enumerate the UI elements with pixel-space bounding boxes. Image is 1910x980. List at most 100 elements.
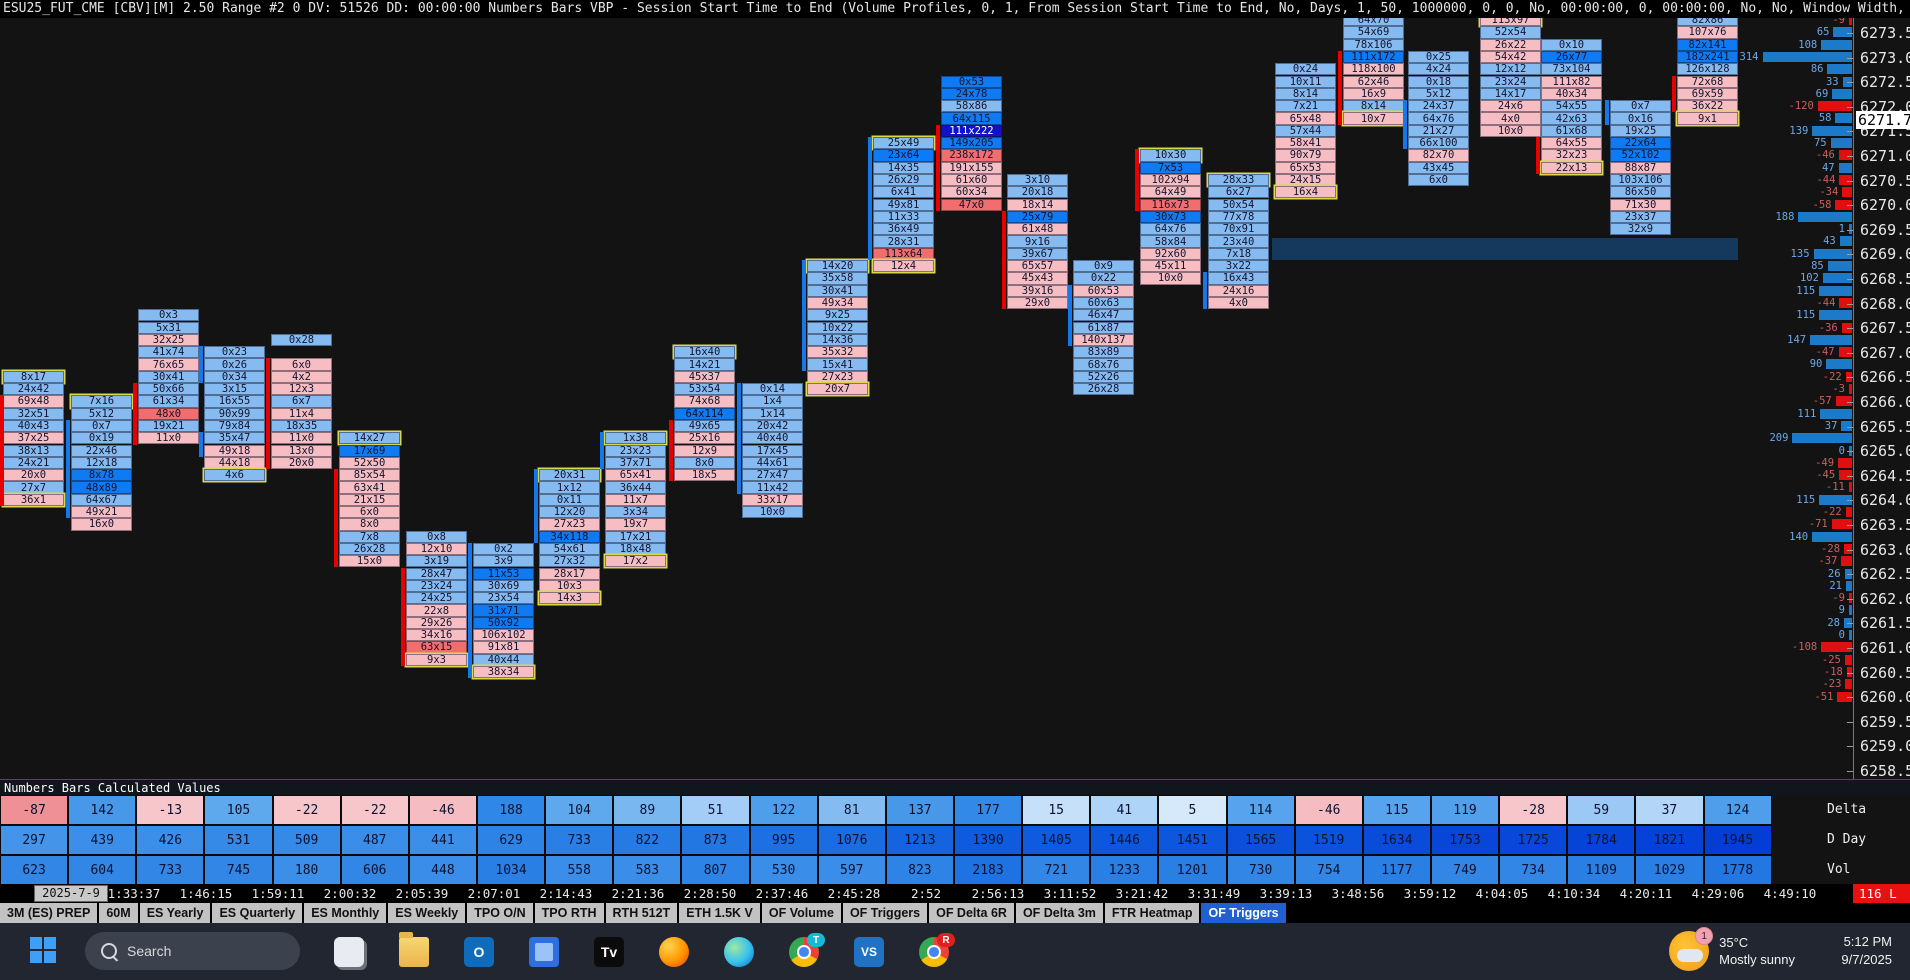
footprint-cell: 111x82: [1541, 75, 1602, 88]
tab-tpo-rth[interactable]: TPO RTH: [534, 903, 604, 923]
histogram-bar: [1839, 174, 1852, 185]
vscode-icon-glyph: VS: [854, 937, 884, 967]
footprint-cell: 46x47: [1073, 309, 1134, 322]
footprint-cell: 111x222: [941, 124, 1002, 137]
time-axis[interactable]: 2025-7-9 116 L 1:33:37 1:46:15 1:59:11 2:00…: [0, 884, 1910, 903]
time-label: 3:59:12: [1403, 886, 1457, 901]
tab-es-weekly[interactable]: ES Weekly: [388, 903, 466, 923]
footprint-cell: 18x35: [271, 419, 332, 433]
footprint-cell: 35x58: [807, 272, 868, 285]
price-tick: [1847, 229, 1853, 231]
chrome-icon[interactable]: T: [785, 933, 825, 971]
histogram-value: -3: [1832, 383, 1845, 395]
screen-share-icon[interactable]: [525, 933, 563, 971]
footprint-cell: 28x31: [873, 235, 934, 248]
clock-widget[interactable]: 5:12 PM 9/7/2025: [1841, 933, 1892, 969]
table-cell: 59: [1567, 795, 1636, 825]
tab-of-delta-3m[interactable]: OF Delta 3m: [1015, 903, 1103, 923]
histogram-value: -37: [1818, 555, 1838, 568]
footprint-cell: 83x89: [1073, 346, 1134, 359]
task-view-icon[interactable]: [330, 933, 368, 971]
tab-of-delta-6r[interactable]: OF Delta 6R: [929, 903, 1014, 923]
footprint-cell: 7x18: [1208, 247, 1269, 260]
footprint-cell: 34x16: [406, 629, 467, 642]
time-label: 4:10:34: [1547, 886, 1601, 901]
footprint-cell: 10x30: [1140, 149, 1201, 162]
histogram-value: 0: [1838, 629, 1845, 641]
outlook-icon[interactable]: O: [460, 933, 498, 971]
histogram-value: -34: [1819, 186, 1839, 199]
firefox-icon[interactable]: [655, 933, 693, 971]
footprint-cell: 0x3: [138, 309, 199, 322]
tab-es-yearly[interactable]: ES Yearly: [139, 903, 211, 923]
histogram-bar: [1849, 593, 1852, 604]
footprint-cell: 4x0: [1208, 296, 1269, 310]
table-cell: 1821: [1635, 825, 1704, 855]
tab-ftr-heatmap[interactable]: FTR Heatmap: [1104, 903, 1200, 923]
table-cell: 823: [885, 855, 954, 885]
tab-eth-1-5k-v[interactable]: ETH 1.5K V: [679, 903, 760, 923]
footprint-cell: 1x14: [742, 407, 803, 420]
footprint-cell: 30x69: [473, 579, 534, 593]
tab-es-monthly[interactable]: ES Monthly: [304, 903, 387, 923]
histogram-value: 209: [1769, 432, 1789, 445]
table-cell: 1390: [953, 825, 1023, 855]
footprint-cell: 38x34: [473, 665, 534, 679]
table-cell: 177: [953, 795, 1023, 825]
tab-3m-es-prep[interactable]: 3M (ES) PREP: [0, 903, 98, 923]
edge-icon[interactable]: [720, 933, 758, 971]
footprint-cell: 8x78: [71, 469, 132, 482]
histogram-value: -46: [1815, 149, 1835, 162]
histogram-bar: [1822, 273, 1853, 284]
tab-of-triggers[interactable]: OF Triggers: [842, 903, 928, 923]
price-label: 6267.50: [1860, 319, 1910, 338]
start-button[interactable]: [30, 937, 58, 965]
weather-widget[interactable]: 1 35°C Mostly sunny: [1669, 927, 1795, 971]
histogram-value: -120: [1788, 100, 1814, 113]
footprint-cell: 43x45: [1408, 161, 1469, 174]
footprint-cell: 111x172: [1343, 50, 1404, 64]
histogram-bar: [1839, 470, 1852, 481]
chart-title: ESU25_FUT_CME [CBV][M] 2.50 Range #2 0 D…: [0, 0, 1910, 18]
histogram-bar: [1839, 297, 1852, 308]
histogram-bar: [1820, 408, 1852, 419]
footprint-cell: 5x31: [138, 321, 199, 334]
icon-badge: T: [807, 933, 825, 947]
time-label: 1:33:37: [107, 886, 161, 901]
footprint-cell: 14x17: [1480, 87, 1541, 101]
footprint-cell: 23x24: [1480, 75, 1541, 88]
footprint-chart[interactable]: 8x17 24x42 69x48 32x51 40x43 37x25 38x13 24x21 2…: [0, 0, 1910, 779]
tab-60m[interactable]: 60M: [99, 903, 138, 923]
price-tick: [1847, 697, 1853, 699]
histogram-value: 69: [1815, 87, 1829, 100]
footprint-cell: 54x61: [539, 542, 600, 556]
footprint-cell: 65x48: [1275, 112, 1336, 125]
tab-of-triggers[interactable]: OF Triggers: [1201, 903, 1286, 923]
tab-es-quarterly[interactable]: ES Quarterly: [212, 903, 303, 923]
tab-tpo-o-n[interactable]: TPO O/N: [467, 903, 533, 923]
footprint-cell: 107x76: [1677, 26, 1738, 39]
file-explorer-icon[interactable]: [395, 932, 433, 971]
vscode-icon[interactable]: VS: [850, 933, 888, 971]
tab-rth-512t[interactable]: RTH 512T: [605, 903, 678, 923]
footprint-cell: 10x11: [1275, 75, 1336, 88]
histogram-value: -49: [1815, 456, 1835, 469]
footprint-cell: 16x0: [71, 518, 132, 531]
search-input[interactable]: Search: [85, 932, 300, 970]
histogram-bar: [1827, 64, 1852, 75]
tradingview-icon[interactable]: Tv: [590, 933, 628, 971]
table-cell: 604: [68, 855, 137, 885]
price-axis-line: [1853, 14, 1854, 779]
table-cell: 597: [817, 855, 886, 885]
table-cell: 1565: [1226, 825, 1295, 855]
tab-of-volume[interactable]: OF Volume: [761, 903, 841, 923]
footprint-cell: 10x0: [1140, 272, 1201, 285]
price-tick: [1847, 106, 1853, 108]
chrome-icon-2[interactable]: R: [915, 933, 955, 971]
footprint-cell: 18x48: [605, 542, 666, 556]
footprint-cell: 36x49: [873, 223, 934, 236]
histogram-bar: [1849, 15, 1852, 25]
price-label: 6260.50: [1860, 663, 1910, 682]
table-cell: 1634: [1362, 825, 1431, 855]
histogram-value: 90: [1809, 358, 1823, 371]
